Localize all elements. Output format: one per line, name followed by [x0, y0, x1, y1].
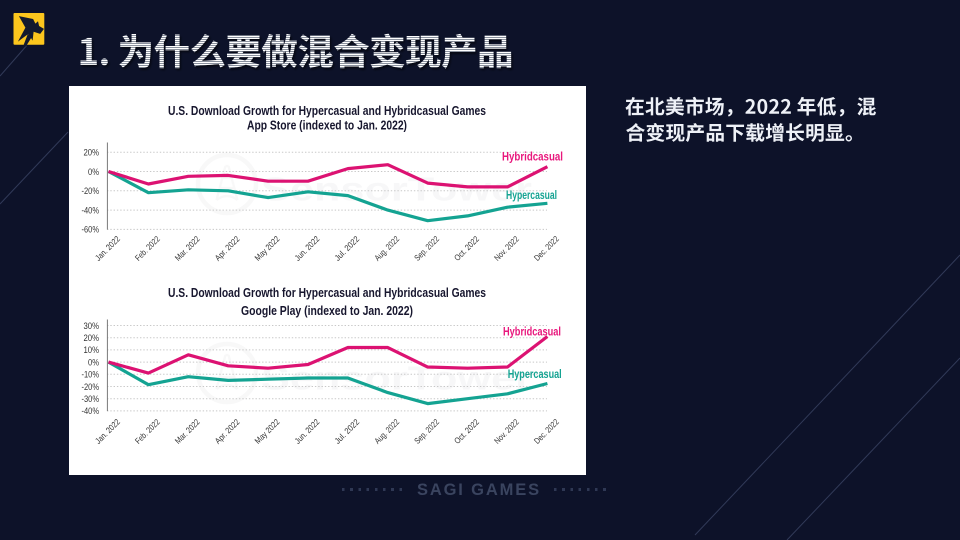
- svg-text:Hybridcasual: Hybridcasual: [503, 325, 561, 339]
- svg-text:SensorTower: SensorTower: [261, 172, 532, 209]
- svg-text:10%: 10%: [84, 345, 100, 355]
- svg-text:Apr. 2022: Apr. 2022: [213, 234, 242, 263]
- svg-text:-10%: -10%: [82, 370, 100, 380]
- svg-text:Jun. 2022: Jun. 2022: [292, 417, 321, 446]
- svg-text:-40%: -40%: [82, 406, 100, 416]
- svg-text:Hypercasual: Hypercasual: [508, 367, 562, 381]
- svg-text:Mar. 2022: Mar. 2022: [173, 234, 202, 263]
- svg-text:U.S. Download Growth for Hyper: U.S. Download Growth for Hypercasual and…: [168, 103, 486, 118]
- svg-text:Jul. 2022: Jul. 2022: [332, 234, 361, 263]
- svg-text:Mar. 2022: Mar. 2022: [173, 417, 202, 446]
- svg-text:Sep. 2022: Sep. 2022: [412, 417, 441, 446]
- svg-text:-30%: -30%: [82, 394, 100, 404]
- svg-text:Oct. 2022: Oct. 2022: [452, 417, 481, 446]
- svg-text:May 2022: May 2022: [253, 234, 282, 263]
- svg-text:Apr. 2022: Apr. 2022: [213, 417, 242, 446]
- svg-text:Oct. 2022: Oct. 2022: [452, 234, 481, 263]
- svg-text:Hybridcasual: Hybridcasual: [502, 149, 563, 163]
- svg-text:-60%: -60%: [82, 225, 100, 235]
- svg-text:Jan. 2022: Jan. 2022: [93, 417, 122, 446]
- svg-text:Aug. 2022: Aug. 2022: [372, 234, 401, 263]
- svg-text:Aug. 2022: Aug. 2022: [372, 417, 401, 446]
- svg-text:0%: 0%: [88, 167, 99, 177]
- svg-text:Jul. 2022: Jul. 2022: [332, 417, 361, 446]
- svg-text:Nov. 2022: Nov. 2022: [492, 417, 521, 446]
- svg-text:App Store (indexed to Jan. 202: App Store (indexed to Jan. 2022): [247, 118, 407, 133]
- svg-text:0%: 0%: [88, 357, 99, 367]
- svg-text:20%: 20%: [84, 333, 100, 343]
- svg-text:Google Play (indexed to Jan. 2: Google Play (indexed to Jan. 2022): [241, 303, 413, 318]
- svg-text:Feb. 2022: Feb. 2022: [133, 417, 162, 446]
- svg-text:Jan. 2022: Jan. 2022: [93, 234, 122, 263]
- svg-text:30%: 30%: [84, 321, 100, 331]
- svg-text:May 2022: May 2022: [253, 417, 282, 446]
- svg-text:Nov. 2022: Nov. 2022: [492, 234, 521, 263]
- svg-text:Dec. 2022: Dec. 2022: [532, 234, 561, 263]
- svg-text:-40%: -40%: [82, 205, 100, 215]
- svg-text:U.S. Download Growth for Hyper: U.S. Download Growth for Hypercasual and…: [168, 285, 486, 300]
- svg-text:Dec. 2022: Dec. 2022: [532, 417, 561, 446]
- svg-text:-20%: -20%: [82, 382, 100, 392]
- svg-text:20%: 20%: [84, 148, 100, 158]
- svg-text:Hypercasual: Hypercasual: [506, 188, 557, 202]
- svg-text:-20%: -20%: [82, 186, 100, 196]
- svg-text:Sep. 2022: Sep. 2022: [412, 234, 441, 263]
- svg-text:Jun. 2022: Jun. 2022: [292, 234, 321, 263]
- svg-text:Feb. 2022: Feb. 2022: [133, 234, 162, 263]
